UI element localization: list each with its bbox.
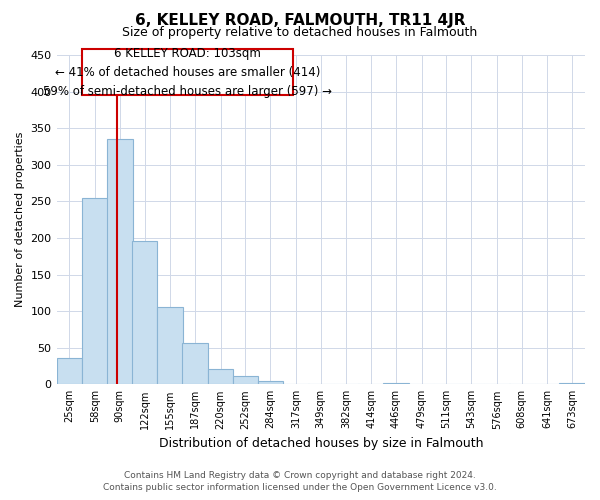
Text: Contains HM Land Registry data © Crown copyright and database right 2024.
Contai: Contains HM Land Registry data © Crown c…	[103, 471, 497, 492]
FancyBboxPatch shape	[82, 48, 293, 96]
Bar	[257, 380, 283, 384]
Bar	[383, 383, 409, 384]
Text: 6, KELLEY ROAD, FALMOUTH, TR11 4JR: 6, KELLEY ROAD, FALMOUTH, TR11 4JR	[135, 12, 465, 28]
Bar	[182, 342, 208, 384]
Bar	[559, 383, 585, 384]
Bar	[82, 198, 108, 384]
Bar	[132, 241, 157, 384]
Bar	[208, 369, 233, 384]
Bar	[56, 358, 82, 384]
Bar	[157, 307, 183, 384]
X-axis label: Distribution of detached houses by size in Falmouth: Distribution of detached houses by size …	[158, 437, 483, 450]
Text: Size of property relative to detached houses in Falmouth: Size of property relative to detached ho…	[122, 26, 478, 39]
Y-axis label: Number of detached properties: Number of detached properties	[15, 132, 25, 308]
Bar	[233, 376, 259, 384]
Text: 6 KELLEY ROAD: 103sqm
← 41% of detached houses are smaller (414)
59% of semi-det: 6 KELLEY ROAD: 103sqm ← 41% of detached …	[43, 46, 332, 98]
Bar	[107, 140, 133, 384]
